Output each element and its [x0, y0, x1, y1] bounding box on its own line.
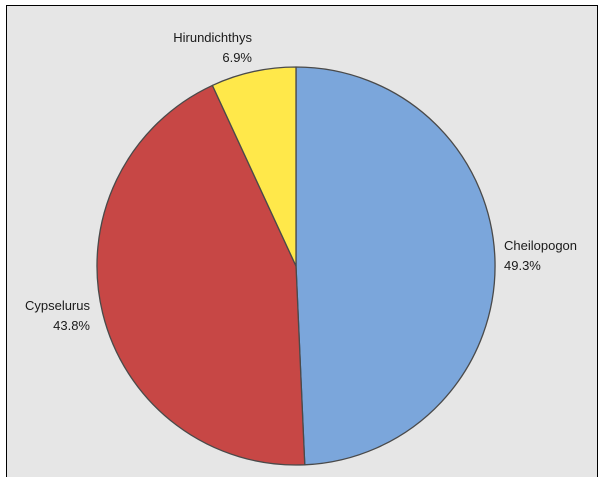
label-hirundichthys: Hirundichthys 6.9%	[173, 30, 252, 65]
pie-slices	[96, 66, 496, 466]
pie-slice-cypselurus	[96, 84, 306, 466]
pie-slice-cheilopogon	[295, 66, 496, 466]
pie-slice-hirundichthys	[211, 66, 297, 267]
slice-label-percent: 6.9%	[222, 50, 252, 65]
label-cheilopogon: Cheilopogon 49.3%	[504, 238, 577, 273]
slice-label-name: Hirundichthys	[173, 30, 252, 45]
slice-label-percent: 49.3%	[504, 258, 541, 273]
slice-label-name: Cypselurus	[25, 298, 91, 313]
label-cypselurus: Cypselurus 43.8%	[25, 298, 91, 333]
slice-label-percent: 43.8%	[53, 318, 90, 333]
slice-label-name: Cheilopogon	[504, 238, 577, 253]
